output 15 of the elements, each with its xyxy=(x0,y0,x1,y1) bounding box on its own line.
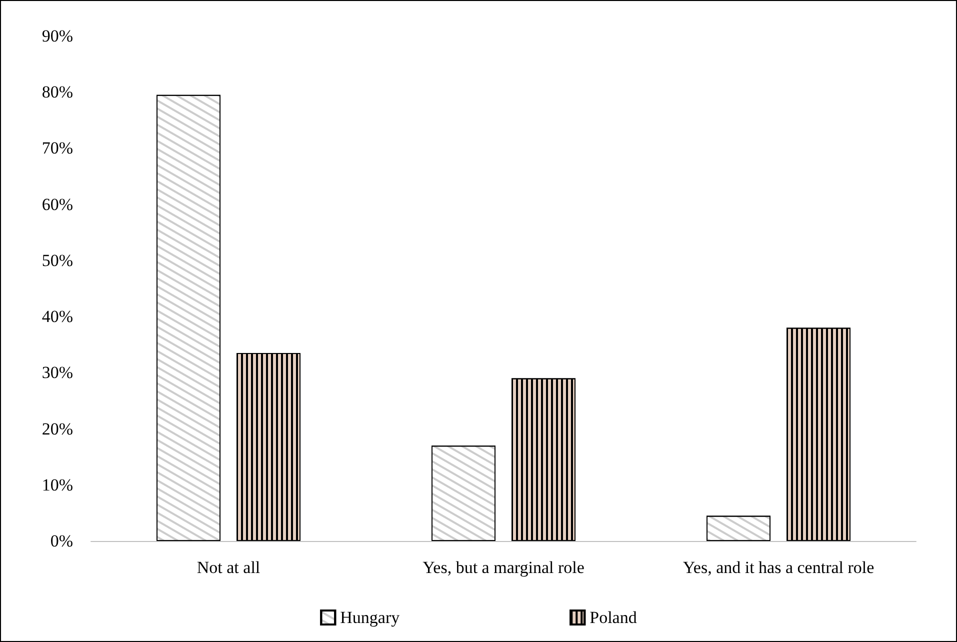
x-tick-label: Yes, and it has a central role xyxy=(682,558,874,577)
y-tick-label: 90% xyxy=(42,26,73,46)
y-tick-label: 20% xyxy=(42,419,73,438)
legend-label: Poland xyxy=(590,608,638,627)
y-tick-label: 50% xyxy=(42,250,73,270)
y-tick-label: 30% xyxy=(42,363,73,382)
x-tick-label: Not at all xyxy=(196,558,260,577)
y-tick-label: 0% xyxy=(50,532,73,550)
y-tick-label: 10% xyxy=(42,475,73,494)
y-tick-label: 70% xyxy=(42,138,73,158)
y-tick-label: 40% xyxy=(42,307,73,326)
x-tick-label: Yes, but a marginal role xyxy=(422,558,584,577)
y-tick-label: 80% xyxy=(42,82,73,102)
legend-label: Hungary xyxy=(340,608,400,627)
y-tick-label: 60% xyxy=(42,194,73,214)
